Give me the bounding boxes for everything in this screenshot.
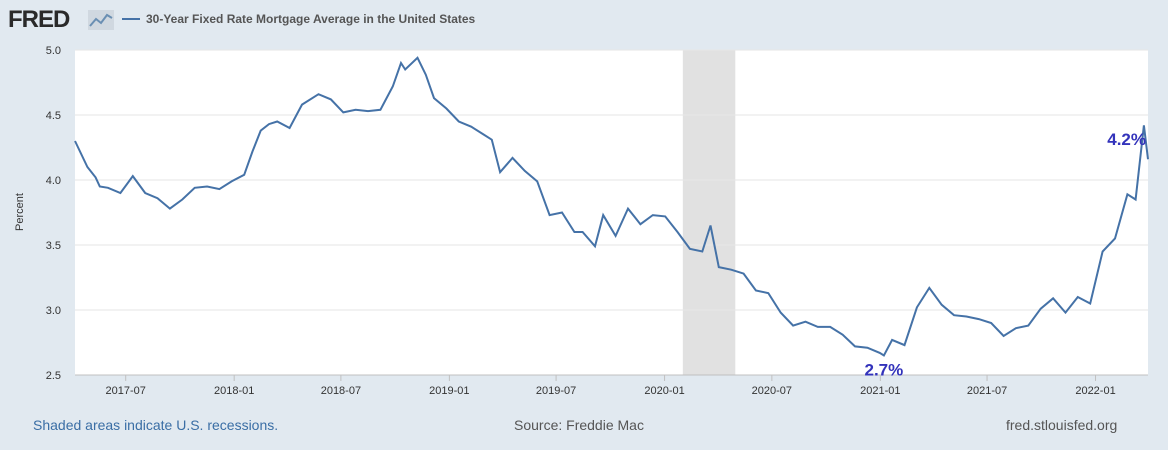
y-tick-label: 5.0 — [46, 45, 61, 57]
chart-header: FRED 30-Year Fixed Rate Mortgage Average… — [0, 0, 1168, 40]
plot-area — [75, 50, 1148, 375]
x-tick-label: 2021-01 — [860, 385, 900, 397]
x-tick-label: 2017-07 — [106, 385, 146, 397]
x-tick-label: 2020-07 — [752, 385, 792, 397]
y-tick-label: 4.0 — [46, 175, 61, 187]
x-tick-label: 2018-07 — [321, 385, 361, 397]
legend-series-title[interactable]: 30-Year Fixed Rate Mortgage Average in t… — [146, 12, 476, 26]
recession-note-link[interactable]: Shaded areas indicate U.S. recessions. — [33, 417, 279, 433]
x-tick-label: 2019-01 — [429, 385, 469, 397]
y-tick-label: 4.5 — [46, 110, 61, 122]
annotation-label: 4.2% — [1107, 130, 1146, 149]
x-tick-label: 2018-01 — [214, 385, 254, 397]
x-tick-label: 2019-07 — [536, 385, 576, 397]
recession-band — [682, 50, 736, 375]
x-tick-label: 2020-01 — [644, 385, 684, 397]
line-chart-icon — [88, 10, 114, 30]
y-tick-label: 3.5 — [46, 240, 61, 252]
y-tick-label: 3.0 — [46, 305, 61, 317]
x-tick-label: 2022-01 — [1075, 385, 1115, 397]
y-axis-label: Percent — [14, 193, 26, 231]
y-tick-label: 2.5 — [46, 370, 61, 382]
legend-swatch — [122, 18, 140, 20]
mortgage-rate-chart: 2017-07 2018-01 2018-07 2019-01 2019-07 2020-… — [14, 45, 1149, 397]
fred-logo[interactable]: FRED — [8, 6, 70, 33]
chart-legend: 30-Year Fixed Rate Mortgage Average in t… — [122, 12, 475, 26]
series-line — [74, 56, 1149, 357]
site-link[interactable]: fred.stlouisfed.org — [1006, 417, 1118, 433]
annotation-label: 2.7% — [865, 361, 904, 380]
x-tick-label: 2021-07 — [967, 385, 1007, 397]
source-text: Source: Freddie Mac — [514, 417, 644, 433]
